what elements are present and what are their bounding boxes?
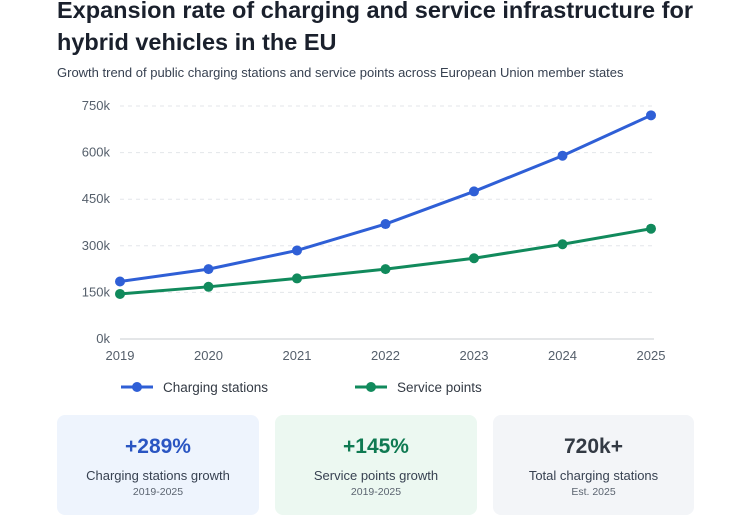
line-chart: 0k 150k 300k 450k 600k 750k 2019 2020 2021 2022 20… [82,98,666,395]
x-tick-label: 2023 [460,348,489,363]
chart-subtitle: Growth trend of public charging stations… [57,65,624,80]
card-sublabel: 2019-2025 [350,486,402,498]
card-label: Service points growth [313,468,439,483]
card-value: +289% [125,435,191,458]
charging-stations-point [646,110,656,121]
x-tick-label: 2022 [371,348,400,363]
service-points-point [557,239,568,250]
legend-swatch-marker [366,382,376,392]
charging-stations-point [380,219,391,230]
x-tick-label: 2024 [548,348,577,363]
service-growth-card: +145% Service points growth 2019-2025 [275,415,477,515]
service-points-point [292,273,302,284]
service-points-point [469,253,479,264]
service-points-point [380,264,391,275]
y-tick-label: 150k [82,284,111,299]
legend-swatch-marker [132,382,142,392]
card-label: Charging stations growth [86,468,230,483]
charging-stations-line [118,113,653,284]
total-stations-card: 720k+ Total charging stations Est. 2025 [493,415,694,515]
card-label: Total charging stations [528,468,659,483]
card-value: +145% [343,435,409,458]
service-points-point [203,281,214,292]
x-tick-label: 2025 [637,348,666,363]
charging-stations-point [203,264,214,275]
y-tick-label: 300k [82,238,111,253]
y-tick-label: 450k [82,191,111,206]
card-sublabel: Est. 2025 [571,486,616,498]
charging-stations-point [469,186,479,197]
charging-growth-card: +289% Charging stations growth 2019-2025 [57,415,259,515]
y-tick-label: 0k [96,331,110,346]
x-tick-label: 2020 [194,348,223,363]
y-tick-label: 750k [82,98,111,113]
legend-label: Service points [397,380,482,395]
service-points-point [115,288,125,299]
charging-stations-point [292,245,302,256]
legend-label: Charging stations [163,380,268,395]
card-value: 720k+ [564,435,623,458]
service-points-point [646,223,656,234]
x-tick-label: 2021 [283,348,312,363]
service-points-line [118,227,653,296]
charging-stations-point [557,150,568,161]
y-tick-label: 600k [82,145,111,160]
card-sublabel: 2019-2025 [132,486,184,498]
chart-title: Expansion rate of charging and service i… [57,0,693,55]
charging-stations-point [115,276,125,287]
x-tick-label: 2019 [106,348,135,363]
